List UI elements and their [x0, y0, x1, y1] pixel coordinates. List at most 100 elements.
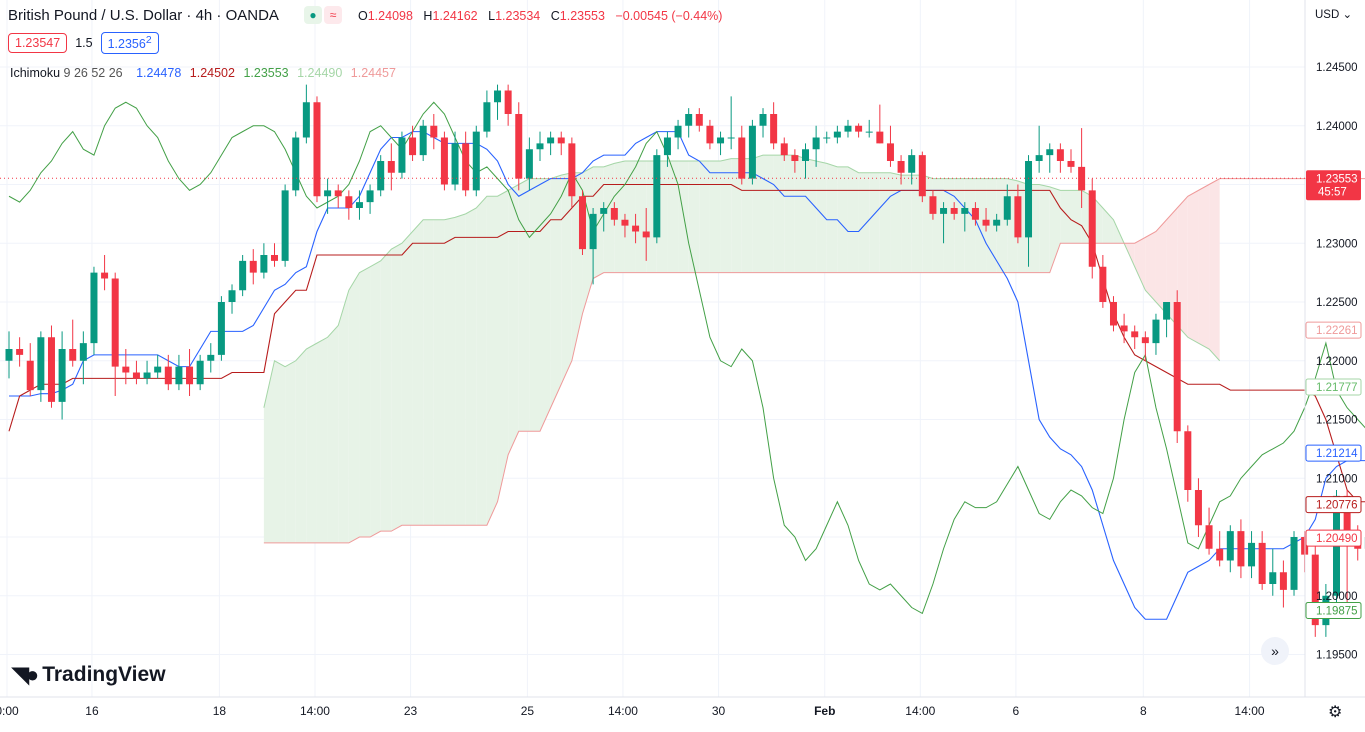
candle-body	[302, 102, 310, 138]
kijun-value: 1.24502	[189, 66, 235, 80]
ohlc-change: −0.00545 (−0.44%)	[615, 9, 723, 23]
tradingview-logo[interactable]: ◥● TradingView	[12, 662, 166, 688]
cloud-segment	[763, 155, 774, 273]
tenkan-value: 1.24478	[136, 66, 182, 80]
candle-body	[940, 208, 948, 214]
candle-body	[568, 143, 576, 197]
candle-body	[642, 231, 650, 238]
candle-body	[387, 161, 395, 173]
cloud-segment	[550, 175, 562, 408]
candle-body	[557, 137, 565, 144]
symbol-title[interactable]: British Pound / U.S. Dollar · 4h · OANDA	[8, 7, 279, 24]
price-tick-label: 1.23000	[1316, 238, 1358, 250]
ohlc-values: O1.24098 H1.24162 L1.23534 C1.23553 −0.0…	[358, 9, 729, 23]
gear-icon[interactable]: ⚙	[1328, 704, 1343, 721]
candle-body	[876, 131, 884, 144]
candle-body	[1035, 155, 1043, 161]
price-tick-label: 1.21500	[1316, 415, 1358, 427]
cloud-segment	[476, 196, 487, 526]
cloud-segment	[518, 178, 530, 432]
candle-body	[1184, 431, 1192, 490]
candle-body	[738, 137, 746, 179]
candle-body	[1141, 337, 1149, 344]
currency-selector[interactable]: USD ⌄	[1315, 7, 1352, 21]
tenkan-line	[9, 131, 1365, 620]
buy-price: 1.2356	[107, 37, 146, 52]
indicator-legend[interactable]: Ichimoku 9 26 52 26 1.24478 1.24502 1.23…	[10, 66, 401, 80]
candle-body	[1237, 531, 1245, 567]
cloud-segment	[752, 155, 764, 273]
cloud-segment	[1187, 190, 1199, 344]
buy-button[interactable]: 1.23562	[100, 32, 159, 55]
indicator-price-tag	[1305, 378, 1362, 396]
candle-body	[578, 196, 586, 250]
data-delay-icon[interactable]: ≈	[324, 6, 342, 24]
market-status[interactable]: ● ≈	[304, 6, 342, 24]
candle-body	[132, 372, 140, 379]
indicator-params: 9 26 52 26	[63, 66, 123, 80]
cloud-segment	[1049, 186, 1061, 273]
candle-body	[685, 114, 693, 126]
candle-body	[1173, 302, 1181, 432]
kijun-line	[8, 183, 1365, 503]
indicator-price-value: 1.22261	[1316, 325, 1358, 337]
market-open-icon[interactable]: ●	[304, 6, 322, 24]
trade-panel: 1.23547 1.5 1.23562	[8, 32, 159, 55]
cloud-segment	[423, 219, 434, 526]
candle-body	[950, 208, 958, 214]
scroll-to-realtime-button[interactable]: »	[1261, 637, 1289, 665]
cloud-segment	[433, 219, 445, 526]
candle-body	[207, 354, 215, 361]
candle-body	[260, 255, 268, 273]
cloud-segment	[274, 360, 286, 543]
candle-body	[217, 302, 225, 355]
candle-body	[1046, 149, 1054, 156]
time-tick-label: 8	[1140, 704, 1147, 718]
candle-body	[47, 337, 55, 402]
candle-body	[547, 137, 555, 144]
candle-body	[536, 143, 544, 150]
cloud-segment	[784, 155, 795, 273]
cloud-segment	[667, 161, 679, 273]
candle-body	[632, 225, 640, 232]
candle-body	[111, 278, 119, 367]
candle-body	[748, 125, 756, 179]
candle-body	[1258, 542, 1266, 584]
candle-body	[5, 349, 13, 361]
candle-body	[780, 143, 788, 156]
candle-body	[717, 137, 725, 144]
cloud-segment	[720, 158, 732, 273]
candle-body	[37, 337, 45, 391]
candle-body	[154, 366, 162, 373]
time-axis[interactable]: 0:00 16 18 14:00 23 25 14:00 30 Feb 14:00 6 8 14:00	[0, 696, 1365, 718]
indicator-name[interactable]: Ichimoku	[10, 66, 61, 80]
candle-body	[101, 272, 109, 279]
candle-body	[833, 131, 841, 138]
indicator-price-tag	[1305, 496, 1362, 514]
candle-body	[26, 360, 34, 391]
candle-body	[16, 349, 24, 355]
cloud-segment	[943, 178, 955, 273]
price-tick-label: 1.24500	[1316, 62, 1358, 74]
candle-body	[1120, 325, 1128, 332]
ohlc-high: 1.24162	[432, 9, 478, 23]
candle-body	[1109, 302, 1117, 326]
candle-body	[271, 255, 278, 261]
candle-body	[494, 90, 502, 103]
spread-value: 1.5	[75, 36, 93, 51]
span-b-line	[263, 178, 1365, 544]
cloud-segment	[327, 325, 339, 543]
cloud-segment	[306, 343, 317, 543]
ohlc-high-key: H	[423, 9, 433, 23]
candle-body	[196, 360, 204, 385]
cloud-segment	[444, 217, 456, 526]
cloud-segment	[890, 172, 902, 273]
candles	[5, 84, 1365, 637]
cloud-segment	[1155, 219, 1167, 314]
cloud-segment	[678, 161, 689, 273]
candle-body	[1216, 548, 1224, 561]
sell-button[interactable]: 1.23547	[8, 33, 68, 54]
candle-body	[1226, 531, 1234, 561]
cloud-segment	[263, 360, 275, 543]
